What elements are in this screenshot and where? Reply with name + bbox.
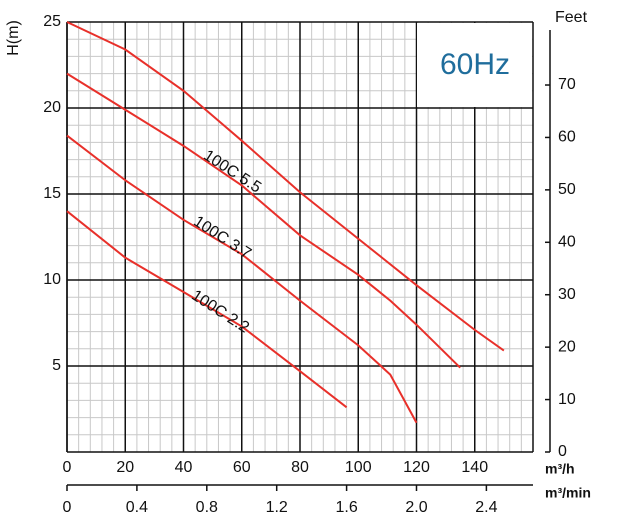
- curve-label: 100C 3.7: [190, 213, 254, 263]
- x2-tick-label: 1.6: [335, 499, 357, 516]
- curve: [66, 210, 348, 409]
- y2-tick-label: 50: [558, 181, 576, 198]
- y2-tick-label: 40: [558, 234, 576, 251]
- y2-axis-label: Feet: [555, 9, 588, 26]
- y-tick-label: 10: [43, 271, 61, 288]
- x-tick-label: 140: [461, 459, 488, 476]
- y2-tick-label: 20: [558, 338, 576, 355]
- x2-tick-label: 0.8: [196, 499, 218, 516]
- x2-tick-label: 2.4: [475, 499, 497, 516]
- curve: [66, 72, 461, 369]
- x-tick-label: 0: [63, 459, 72, 476]
- curve-label: 100C 2.2: [188, 287, 252, 337]
- y2-tick-label: 70: [558, 76, 576, 93]
- x2-tick-label: 0: [63, 499, 72, 516]
- curve: [66, 134, 418, 424]
- y2-tick-label: 60: [558, 129, 576, 146]
- annotation: 60Hz: [440, 48, 510, 81]
- y2-tick-label: 30: [558, 286, 576, 303]
- x-tick-label: 120: [403, 459, 430, 476]
- curve-label: 100C 5.5: [200, 147, 264, 197]
- x-tick-label: 20: [116, 459, 134, 476]
- curve: [66, 21, 505, 352]
- x2-axis-label: m³/min: [545, 485, 591, 501]
- y-tick-label: 25: [43, 13, 61, 30]
- annotation-box: [417, 23, 532, 107]
- x-tick-label: 80: [291, 459, 309, 476]
- y-tick-label: 5: [52, 357, 61, 374]
- y-axis-label: H(m): [5, 20, 22, 56]
- x-tick-label: 40: [175, 459, 193, 476]
- x-tick-label: 60: [233, 459, 251, 476]
- x-axis-label: m³/h: [545, 461, 575, 477]
- y-tick-label: 20: [43, 99, 61, 116]
- x2-tick-label: 1.2: [266, 499, 288, 516]
- x2-tick-label: 2.0: [405, 499, 427, 516]
- y-tick-label: 15: [43, 185, 61, 202]
- x2-tick-label: 0.4: [126, 499, 148, 516]
- y2-tick-label: 10: [558, 391, 576, 408]
- y2-tick-label: 0: [558, 443, 567, 460]
- x-tick-label: 100: [345, 459, 372, 476]
